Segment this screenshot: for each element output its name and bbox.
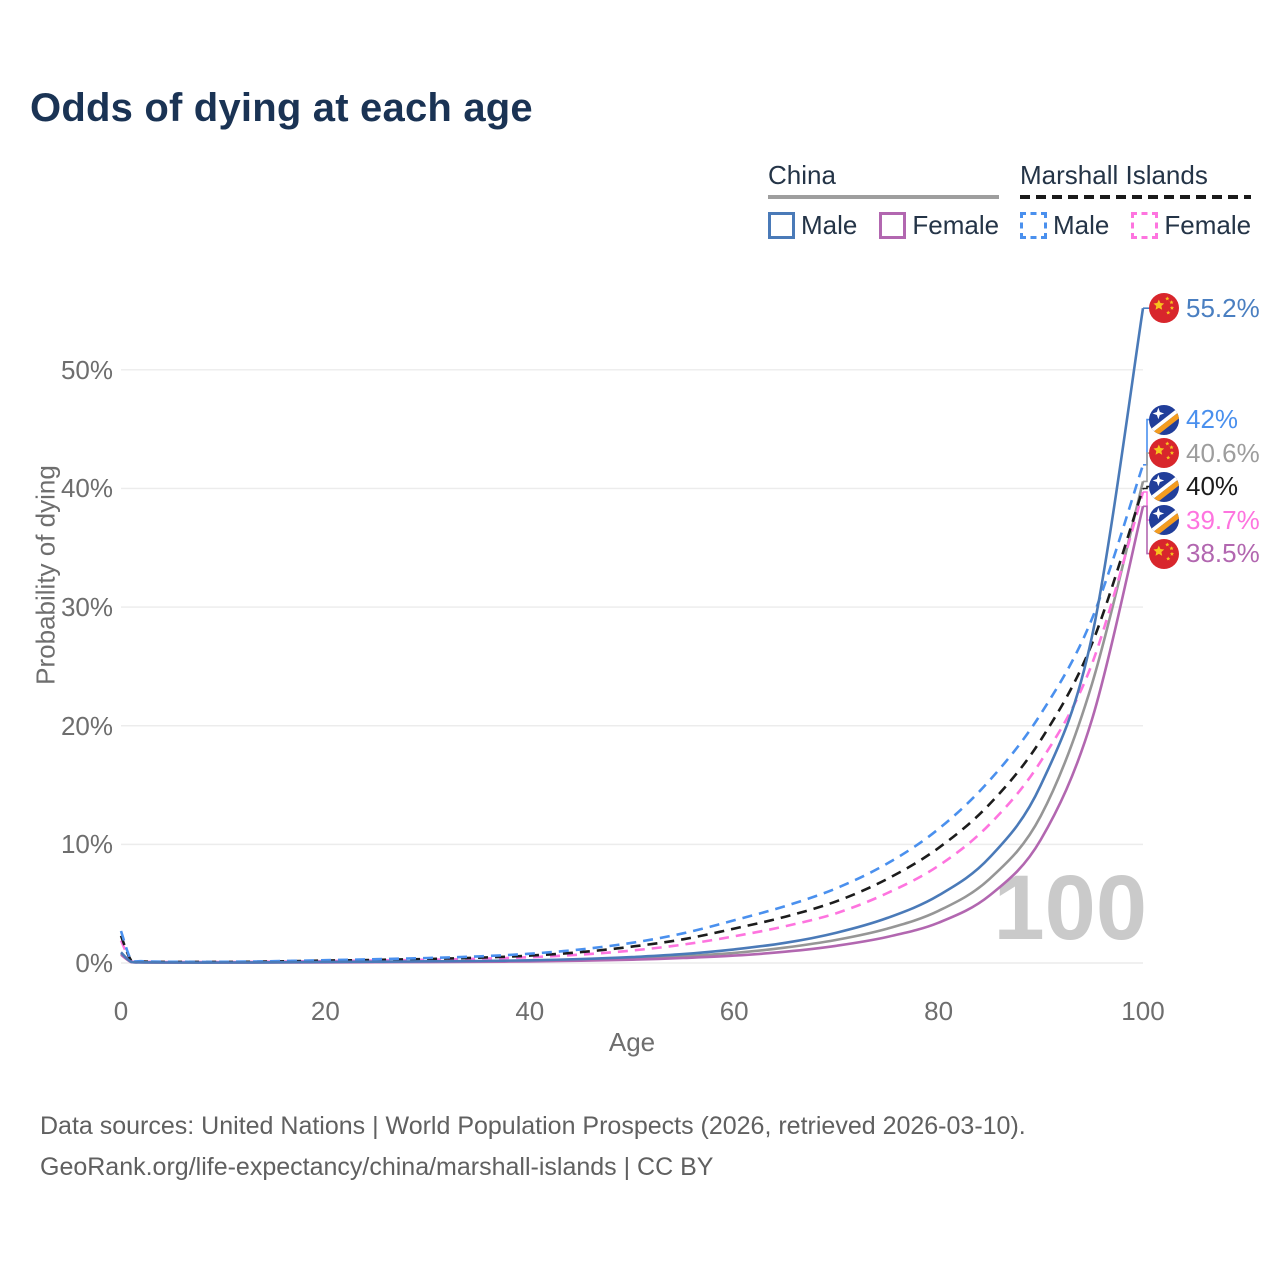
china-flag-icon: [1149, 538, 1179, 569]
legend-item-marshall-male[interactable]: Male: [1020, 210, 1109, 241]
legend-swatch-marshall-female: [1131, 212, 1159, 239]
x-tick-80: 80: [924, 996, 954, 1026]
legend-group-china-header: China: [768, 160, 1000, 199]
end-label-marshall-islands-both-sexes: 40%: [1149, 470, 1238, 503]
legend-label-china-female: Female: [912, 210, 1000, 240]
y-tick-0%: 0%: [75, 948, 113, 978]
x-axis-title: Age: [608, 1027, 656, 1057]
end-label-connector-38.5%: [1143, 505, 1151, 555]
page-title: Odds of dying at each age: [30, 86, 533, 130]
end-label-connector-40%: [1143, 485, 1151, 490]
footer-line-1: Data sources: United Nations | World Pop…: [40, 1112, 1026, 1140]
end-label-china-male: 55.2%: [1149, 292, 1260, 325]
end-label-value: 38.5%: [1186, 538, 1260, 569]
x-tick-60: 60: [719, 996, 749, 1026]
legend-group-china: China Male Female: [768, 160, 1000, 241]
y-tick-30%: 30%: [60, 592, 113, 623]
end-label-value: 55.2%: [1186, 292, 1260, 323]
end-label-value: 40.6%: [1186, 437, 1260, 468]
legend-item-china-male[interactable]: Male: [768, 210, 857, 241]
end-label-china-both-sexes: 40.6%: [1149, 437, 1260, 470]
x-tick-100: 100: [1121, 996, 1165, 1026]
legend-label-marshall-female: Female: [1164, 210, 1252, 240]
marshall-islands-flag-icon: [1149, 471, 1179, 502]
x-tick-40: 40: [515, 996, 545, 1026]
legend-group-marshall-islands: Marshall Islands Male Female: [1020, 160, 1252, 241]
y-tick-10%: 10%: [60, 829, 113, 860]
end-label-connector-42%: [1143, 418, 1151, 466]
legend-swatch-china-female: [879, 212, 907, 239]
marshall-islands-flag-icon: [1149, 404, 1179, 435]
end-label-value: 39.7%: [1186, 504, 1260, 535]
legend-group-marshall-islands-label: Marshall Islands: [1020, 160, 1208, 190]
china-flag-icon: [1149, 438, 1179, 469]
end-label-china-female: 38.5%: [1149, 537, 1260, 570]
marshall-islands-flag-icon: [1149, 505, 1179, 536]
legend-item-marshall-female[interactable]: Female: [1131, 210, 1251, 241]
legend-marshall-islands-linestyle-sample: [1020, 195, 1252, 199]
end-label-connector-40.6%: [1143, 452, 1151, 483]
x-tick-0: 0: [113, 996, 129, 1026]
china-flag-icon: [1149, 293, 1179, 324]
data-source-footer: Data sources: United Nations | World Pop…: [40, 1106, 1026, 1188]
y-tick-20%: 20%: [60, 710, 113, 741]
legend-label-china-male: Male: [801, 210, 858, 240]
y-tick-40%: 40%: [60, 473, 113, 504]
legend-swatch-marshall-male: [1020, 212, 1047, 239]
series-line-marshall-islands-both-sexes: [119, 488, 1145, 964]
series-line-china-female: [120, 505, 1145, 964]
legend-china-linestyle-sample: [768, 195, 1000, 199]
end-label-value: 40%: [1186, 471, 1239, 502]
legend-group-marshall-islands-header: Marshall Islands: [1020, 160, 1252, 199]
legend-swatch-china-male: [768, 212, 795, 239]
legend-label-marshall-male: Male: [1053, 210, 1110, 240]
x-tick-20: 20: [310, 996, 340, 1026]
end-label-value: 42%: [1186, 404, 1239, 435]
legend-item-china-female[interactable]: Female: [879, 210, 999, 241]
age-watermark: 100: [993, 857, 1148, 959]
legend-group-china-label: China: [768, 160, 836, 190]
series-line-china-both-sexes: [120, 481, 1145, 964]
series-line-china-male: [120, 308, 1145, 964]
end-label-marshall-islands-female: 39.7%: [1149, 504, 1260, 537]
footer-line-2: GeoRank.org/life-expectancy/china/marsha…: [40, 1153, 714, 1181]
series-line-marshall-islands-female: [119, 491, 1145, 964]
y-tick-50%: 50%: [60, 354, 113, 385]
series-line-marshall-islands-male: [119, 464, 1145, 964]
end-label-marshall-islands-male: 42%: [1149, 403, 1238, 436]
